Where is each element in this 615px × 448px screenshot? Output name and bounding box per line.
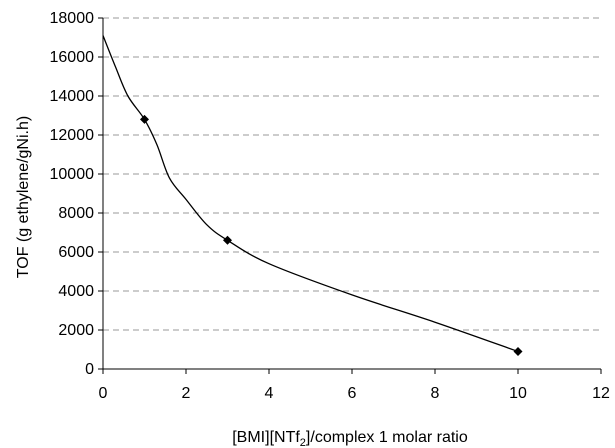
y-tick-label-8000: 8000	[58, 205, 94, 222]
y-tick-label-2000: 2000	[58, 322, 94, 339]
grid-lines	[103, 17, 601, 331]
x-tick-label-12: 12	[592, 385, 610, 402]
x-tick-label-0: 0	[99, 385, 108, 402]
x-tick-label-2: 2	[182, 385, 191, 402]
x-tick-label-8: 8	[431, 385, 440, 402]
y-tick-label-14000: 14000	[50, 88, 95, 105]
data-point-0-1	[223, 235, 232, 245]
x-tick-label-6: 6	[348, 385, 357, 402]
trend-curve	[102, 35, 519, 353]
y-tick-label-0: 0	[85, 361, 94, 378]
x-axis-title-subscript: 2	[300, 437, 306, 448]
x-axis-title-part-2: ]/complex 1 molar ratio	[306, 429, 468, 446]
x-tick-label-10: 10	[509, 385, 527, 402]
data-points	[140, 114, 523, 356]
y-tick-label-18000: 18000	[50, 10, 95, 27]
y-tick-label-6000: 6000	[58, 244, 94, 261]
x-axis-title: [BMI][NTf2]/complex 1 molar ratio	[232, 429, 468, 448]
x-axis-title-part-1: [BMI][NTf	[232, 429, 300, 446]
data-point-0-2	[513, 346, 523, 356]
axes	[98, 17, 602, 374]
y-tick-label-4000: 4000	[58, 283, 94, 300]
data-point-0-0	[140, 114, 149, 124]
y-tick-label-12000: 12000	[50, 127, 95, 144]
y-axis-title: TOF (g ethylene/gNi.h)	[15, 116, 32, 278]
y-tick-label-16000: 16000	[50, 49, 95, 66]
x-tick-label-4: 4	[265, 385, 274, 402]
y-tick-label-10000: 10000	[50, 166, 95, 183]
tick-labels: 0 2000 4000 6000 8000 10000 12000 14000 16000 180…	[50, 10, 611, 402]
